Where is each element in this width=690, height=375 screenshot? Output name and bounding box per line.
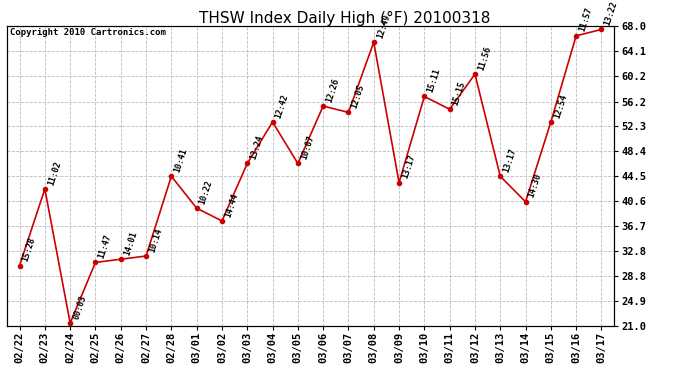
Text: 13:17: 13:17 xyxy=(502,147,518,174)
Text: 15:15: 15:15 xyxy=(451,80,467,106)
Text: 11:57: 11:57 xyxy=(578,6,594,33)
Text: 12:26: 12:26 xyxy=(324,77,341,103)
Text: 10:22: 10:22 xyxy=(198,179,215,206)
Text: 15:28: 15:28 xyxy=(21,236,37,263)
Text: Copyright 2010 Cartronics.com: Copyright 2010 Cartronics.com xyxy=(10,28,166,37)
Text: 12:05: 12:05 xyxy=(350,83,366,110)
Text: 14:30: 14:30 xyxy=(527,172,543,199)
Text: 10:07: 10:07 xyxy=(299,134,315,161)
Text: 10:14: 10:14 xyxy=(148,227,164,253)
Text: 13:24: 13:24 xyxy=(248,134,265,161)
Text: 12:49: 12:49 xyxy=(375,13,391,39)
Text: 11:02: 11:02 xyxy=(46,160,63,186)
Text: 14:01: 14:01 xyxy=(122,230,139,256)
Text: 13:22: 13:22 xyxy=(603,0,619,27)
Text: 10:41: 10:41 xyxy=(172,147,189,174)
Text: THSW Index Daily High (°F) 20100318: THSW Index Daily High (°F) 20100318 xyxy=(199,11,491,26)
Text: 12:54: 12:54 xyxy=(552,93,569,119)
Text: 00:03: 00:03 xyxy=(72,294,88,320)
Text: 12:42: 12:42 xyxy=(274,93,290,119)
Text: 13:17: 13:17 xyxy=(400,153,417,180)
Text: 11:47: 11:47 xyxy=(97,233,113,260)
Text: 14:44: 14:44 xyxy=(224,192,239,218)
Text: 15:11: 15:11 xyxy=(426,67,442,94)
Text: 11:56: 11:56 xyxy=(476,45,493,71)
